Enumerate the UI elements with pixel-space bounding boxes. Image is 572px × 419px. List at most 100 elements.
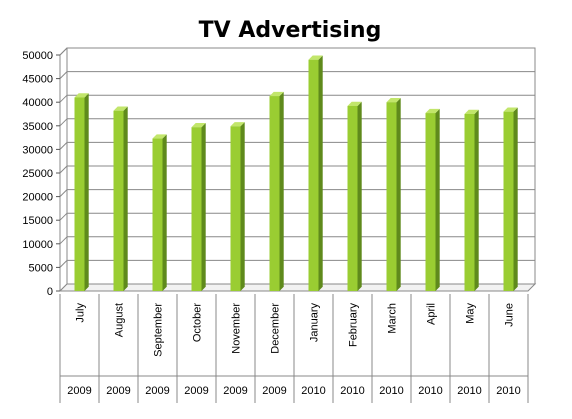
bar-side bbox=[123, 106, 128, 291]
year-label: 2009 bbox=[262, 385, 286, 397]
year-label: 2009 bbox=[145, 385, 169, 397]
bar bbox=[347, 101, 362, 291]
bar-front bbox=[269, 96, 280, 292]
bar-front bbox=[503, 111, 514, 291]
category-label: February bbox=[348, 303, 360, 348]
bar bbox=[269, 91, 284, 292]
bar-side bbox=[318, 55, 323, 291]
bar bbox=[503, 107, 518, 291]
category-label: October bbox=[192, 303, 204, 342]
bar-side bbox=[474, 109, 479, 291]
bar bbox=[152, 134, 167, 291]
bar-top bbox=[464, 109, 479, 114]
bar bbox=[308, 55, 323, 291]
year-label: 2010 bbox=[379, 385, 403, 397]
bar bbox=[113, 106, 128, 291]
category-label: August bbox=[114, 303, 126, 337]
bar-top bbox=[113, 106, 128, 111]
y-tick-label: 40000 bbox=[22, 97, 53, 109]
gridline-side bbox=[59, 212, 68, 221]
year-label: 2010 bbox=[301, 385, 325, 397]
bar-side bbox=[396, 98, 401, 291]
bar-top bbox=[152, 134, 167, 139]
year-label: 2010 bbox=[418, 385, 442, 397]
gridline-side bbox=[59, 94, 68, 103]
bar-front bbox=[191, 127, 202, 291]
gridlines bbox=[59, 47, 536, 292]
y-tick-label: 10000 bbox=[22, 239, 53, 251]
bar-front bbox=[308, 59, 319, 291]
bar-side bbox=[435, 108, 440, 291]
gridline-side bbox=[59, 189, 68, 197]
category-label: January bbox=[309, 303, 321, 343]
bar bbox=[464, 109, 479, 291]
year-label: 2009 bbox=[106, 385, 130, 397]
y-axis-top-edge bbox=[59, 47, 68, 56]
bar-front bbox=[74, 97, 85, 291]
bar-side bbox=[162, 134, 167, 291]
year-label: 2009 bbox=[67, 385, 91, 397]
bar-top bbox=[347, 101, 362, 106]
bar-front bbox=[464, 114, 475, 291]
category-label: December bbox=[270, 303, 282, 354]
y-tick-label: 25000 bbox=[22, 168, 53, 180]
category-label: November bbox=[231, 303, 243, 354]
year-label: 2009 bbox=[223, 385, 247, 397]
bar-top bbox=[269, 91, 284, 97]
category-label: July bbox=[75, 303, 87, 323]
bar-top bbox=[386, 98, 401, 103]
plot-floor bbox=[58, 283, 537, 292]
year-label: 2010 bbox=[496, 385, 520, 397]
bar bbox=[425, 108, 440, 291]
category-label: April bbox=[426, 303, 438, 325]
bar-side bbox=[357, 101, 362, 291]
bar-side bbox=[84, 93, 89, 291]
category-label: June bbox=[504, 303, 516, 327]
gridline-side bbox=[59, 260, 68, 268]
bar bbox=[191, 123, 206, 292]
y-tick-label: 15000 bbox=[22, 215, 53, 227]
bar bbox=[386, 98, 401, 291]
year-label: 2010 bbox=[340, 385, 364, 397]
category-label: May bbox=[465, 303, 477, 324]
year-label: 2009 bbox=[184, 385, 208, 397]
bar-front bbox=[113, 110, 124, 291]
bar bbox=[230, 122, 245, 292]
y-tick-label: 30000 bbox=[22, 144, 53, 156]
year-label: 2010 bbox=[457, 385, 481, 397]
bar-front bbox=[347, 105, 358, 291]
bar-top bbox=[230, 122, 245, 127]
bar-front bbox=[386, 102, 397, 291]
y-tick-label: 45000 bbox=[22, 74, 53, 86]
bar-top bbox=[503, 107, 518, 112]
bar bbox=[74, 93, 89, 291]
bar-top bbox=[425, 108, 440, 114]
bar-side bbox=[279, 91, 284, 291]
gridline-side bbox=[59, 118, 68, 127]
category-label: September bbox=[153, 303, 165, 357]
bar-front bbox=[152, 138, 163, 291]
category-labels: July August September October November Decemb… bbox=[59, 294, 529, 403]
gridline-side bbox=[59, 236, 68, 245]
bar-top bbox=[191, 123, 206, 128]
bar-front bbox=[230, 126, 241, 291]
bar-top bbox=[74, 93, 89, 98]
bars bbox=[74, 55, 518, 292]
y-tick-label: 0 bbox=[47, 286, 53, 298]
chart-title: TV Advertising bbox=[199, 18, 382, 43]
bar-top bbox=[308, 55, 323, 60]
y-axis-ticks: 0 5000 10000 15000 20000 25000 30000 35000 40000… bbox=[22, 50, 60, 298]
bar-side bbox=[513, 107, 518, 291]
bar-front bbox=[425, 113, 436, 291]
y-tick-label: 35000 bbox=[22, 121, 53, 133]
category-label: March bbox=[387, 303, 399, 334]
y-tick-label: 20000 bbox=[22, 192, 53, 204]
gridline-side bbox=[59, 165, 68, 174]
bar-side bbox=[201, 123, 206, 292]
y-tick-label: 5000 bbox=[29, 262, 53, 274]
y-tick-label: 50000 bbox=[22, 50, 53, 62]
bar-side bbox=[240, 122, 245, 292]
year-labels: 2009 2009 2009 2009 2009 2009 2010 2010 2010 2010… bbox=[67, 385, 520, 397]
gridline-side bbox=[59, 71, 68, 79]
